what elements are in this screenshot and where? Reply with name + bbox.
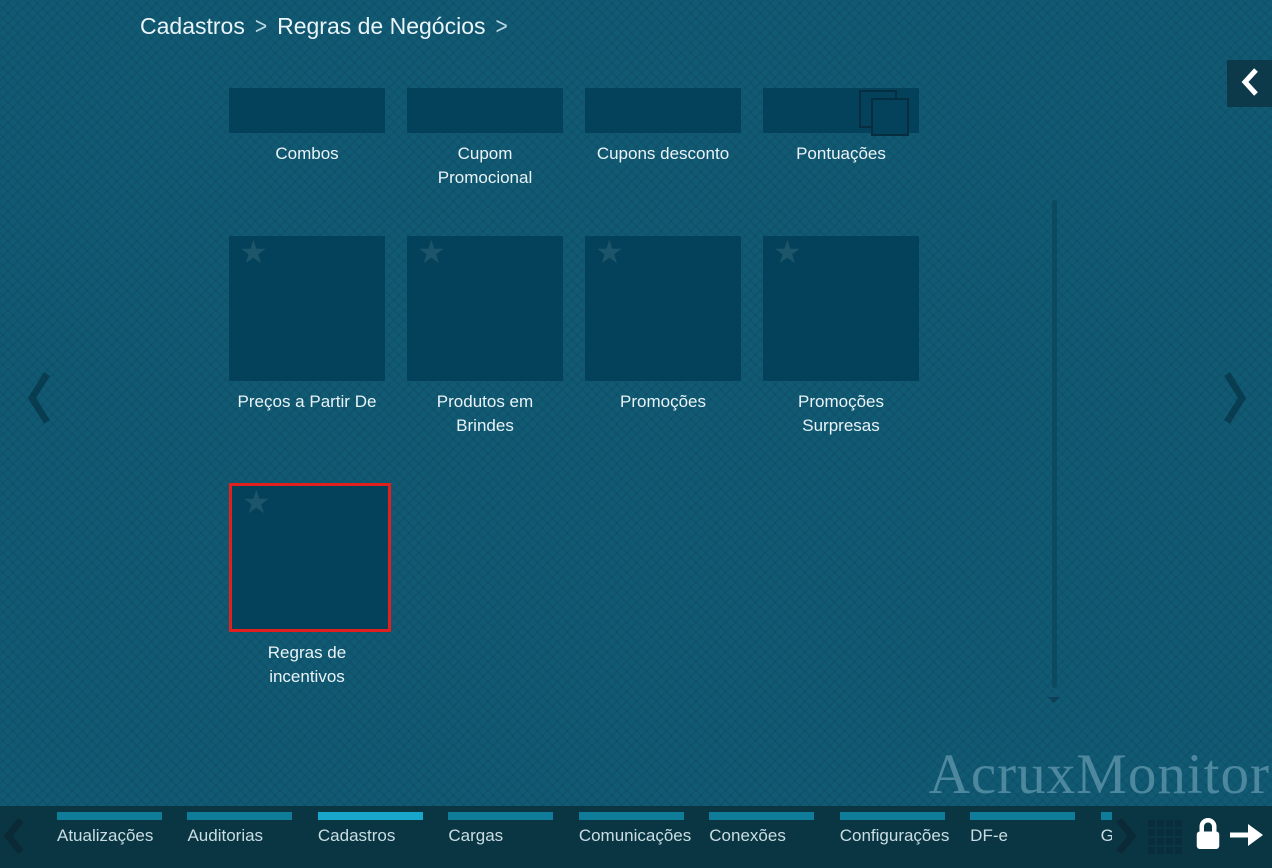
tile-cupons-desconto[interactable]: Cupons desconto [585, 88, 741, 166]
collapse-panel-button[interactable] [1227, 60, 1272, 107]
tile-thumbnail [229, 88, 385, 133]
tile-thumbnail: ★ [585, 234, 741, 381]
tab-indicator [1100, 812, 1112, 820]
tab-configuracoes[interactable]: Configurações [839, 812, 950, 846]
tile-produtos-em-brindes[interactable]: ★ Produtos em Brindes [407, 234, 563, 438]
tile-regras-de-incentivos[interactable]: ★ Regras de incentivos [229, 483, 391, 689]
breadcrumb-item-cadastros[interactable]: Cadastros [140, 13, 245, 39]
tab-indicator [578, 812, 684, 820]
lock-icon [1193, 815, 1223, 858]
tab-indicator [970, 812, 1076, 820]
tile-label: Combos [275, 144, 339, 163]
copy-pages-icon [859, 90, 911, 136]
tile-thumbnail: ★ [229, 234, 385, 381]
tab-cadastros[interactable]: Cadastros [317, 812, 423, 846]
tab-label: Conexões [709, 826, 786, 845]
tab-label: Atualizações [57, 826, 154, 845]
tab-gerenciamento[interactable]: Geren [1100, 812, 1112, 846]
tab-label: Comunicações [578, 826, 692, 845]
tile-promocoes[interactable]: ★ Promoções [585, 234, 741, 414]
tab-auditorias[interactable]: Auditorias [187, 812, 293, 846]
tile-thumbnail-selected: ★ [229, 483, 391, 632]
tile-promocoes-surpresas[interactable]: ★ Promoções Surpresas [763, 234, 919, 438]
star-icon: ★ [239, 234, 268, 270]
tabs-scroll-right-button[interactable] [1112, 817, 1140, 860]
chevron-left-icon [3, 817, 25, 860]
tile-label: Produtos em Brindes [436, 392, 534, 435]
tile-thumbnail: ★ [407, 234, 563, 381]
page-scroll-left-button[interactable] [22, 368, 56, 428]
tile-thumbnail [763, 88, 919, 136]
vertical-scrollbar[interactable] [1048, 200, 1060, 703]
chevron-right-icon [1115, 817, 1137, 860]
tab-indicator [709, 812, 815, 820]
grid-menu-icon[interactable] [1148, 820, 1182, 854]
tab-label: Cargas [448, 826, 504, 845]
tile-label: Cupom Promocional [437, 144, 533, 187]
breadcrumb: Cadastros > Regras de Negócios > [140, 13, 508, 40]
arrow-right-icon [1229, 821, 1265, 854]
star-icon: ★ [773, 234, 802, 270]
tab-label: Cadastros [317, 826, 396, 845]
tab-label: Geren [1100, 826, 1112, 845]
page-scroll-right-button[interactable] [1218, 368, 1252, 428]
breadcrumb-separator-icon: > [254, 12, 268, 40]
tab-cargas[interactable]: Cargas [448, 812, 554, 846]
tabs-scroll-left-button[interactable] [0, 817, 28, 860]
tile-label: Pontuações [796, 144, 886, 163]
tab-label: Auditorias [187, 826, 264, 845]
tile-label: Promoções [620, 392, 706, 411]
tile-thumbnail: ★ [763, 234, 919, 381]
tile-combos[interactable]: Combos [229, 88, 385, 166]
tile-label: Promoções Surpresas [798, 392, 884, 435]
bottom-tab-bar: Atualizações Auditorias Cadastros Cargas… [0, 806, 1272, 868]
tab-strip: Atualizações Auditorias Cadastros Cargas… [57, 812, 1112, 868]
chevron-right-icon [1222, 370, 1248, 426]
breadcrumb-item-regras-de-negocios[interactable]: Regras de Negócios [277, 13, 486, 39]
tile-thumbnail [585, 88, 741, 133]
tile-thumbnail [407, 88, 563, 133]
tile-cupom-promocional[interactable]: Cupom Promocional [407, 88, 563, 190]
tile-label: Preços a Partir De [237, 392, 377, 411]
next-button[interactable] [1228, 822, 1266, 852]
star-icon: ★ [595, 234, 624, 270]
tab-indicator [839, 812, 945, 820]
tab-atualizacoes[interactable]: Atualizações [57, 812, 162, 846]
tile-precos-a-partir-de[interactable]: ★ Preços a Partir De [229, 234, 385, 414]
chevron-left-icon [1240, 67, 1260, 100]
tile-label: Regras de incentivos [267, 643, 347, 686]
tab-label: DF-e [970, 826, 1008, 845]
tab-label: Configurações [839, 826, 950, 845]
tab-indicator [187, 812, 293, 820]
tab-comunicacoes[interactable]: Comunicações [578, 812, 692, 846]
brand-watermark: AcruxMonitor [928, 743, 1270, 806]
tab-conexoes[interactable]: Conexões [709, 812, 815, 846]
chevron-left-icon [26, 370, 52, 426]
tab-indicator-active [317, 812, 423, 820]
tab-indicator [448, 812, 554, 820]
breadcrumb-separator-icon: > [495, 12, 508, 40]
tab-indicator [57, 812, 162, 820]
tile-pontuacoes[interactable]: Pontuações [763, 88, 919, 166]
lock-button[interactable] [1192, 816, 1224, 856]
tab-df-e[interactable]: DF-e [970, 812, 1076, 846]
star-icon: ★ [242, 484, 271, 520]
tile-label: Cupons desconto [596, 144, 730, 163]
star-icon: ★ [417, 234, 446, 270]
